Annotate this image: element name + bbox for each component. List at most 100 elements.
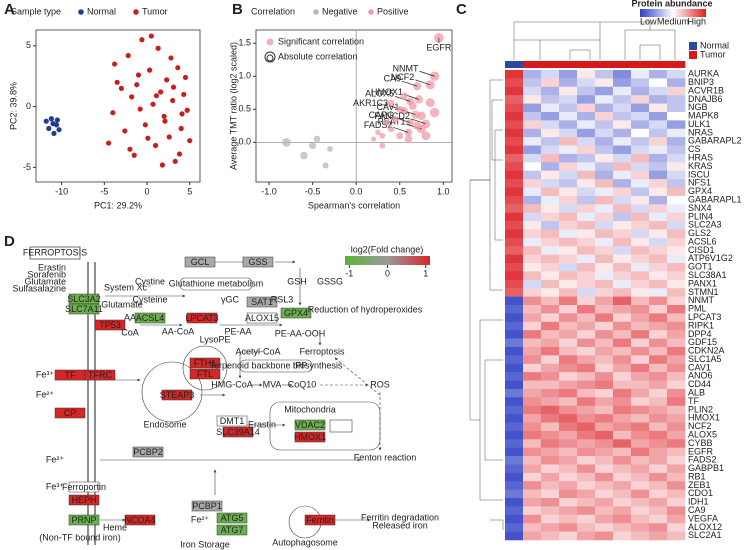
heatmap-cell <box>667 254 686 264</box>
pathway-text: System Xc⁻ <box>104 282 152 292</box>
row-label: CAV1 <box>688 362 711 372</box>
heatmap-cell <box>559 531 578 541</box>
heatmap-cell <box>631 86 650 96</box>
heatmap-cell <box>667 296 686 306</box>
point <box>48 116 54 122</box>
heatmap-cell <box>559 405 578 415</box>
row-label: HRAS <box>688 153 713 163</box>
heatmap-cell <box>577 380 596 390</box>
heatmap-cell <box>505 254 524 264</box>
row-label: ANO6 <box>688 371 713 381</box>
heatmap-cell <box>667 103 686 113</box>
point <box>387 125 395 133</box>
heatmap-cell <box>595 405 614 415</box>
heatmap-cell <box>595 355 614 365</box>
heatmap-cell <box>559 397 578 407</box>
x-tick-label: 5 <box>187 186 192 196</box>
heatmap-cell <box>505 229 524 239</box>
row-label: PLIN2 <box>688 404 713 414</box>
point <box>43 118 49 124</box>
panel-label: D <box>4 233 15 250</box>
heatmap-cell <box>649 78 668 88</box>
panel-label: A <box>4 1 15 18</box>
heatmap-cell <box>613 523 632 532</box>
heatmap-cell <box>667 405 686 415</box>
heatmap-cell <box>541 397 560 407</box>
heatmap-cell <box>523 372 542 381</box>
point <box>396 105 404 113</box>
heatmap-cell <box>649 313 668 323</box>
gene-label: GPX4 <box>284 308 308 318</box>
row-label: KRAS <box>688 161 713 171</box>
heatmap-cell <box>595 187 614 197</box>
heatmap-cell <box>595 481 614 490</box>
pathway-text: Glutamate <box>24 276 66 286</box>
x-tick-label: -5 <box>100 186 108 196</box>
heatmap-cell <box>541 422 560 432</box>
heatmap-cell <box>577 263 596 272</box>
heatmap-cell <box>541 506 560 516</box>
gene-label: TF <box>65 370 76 380</box>
point <box>114 79 120 85</box>
heatmap-cell <box>559 103 578 113</box>
pathway-text: Fe²⁺ <box>36 389 55 399</box>
heatmap-cell <box>559 170 578 180</box>
heatmap-cell <box>505 439 524 448</box>
point <box>110 110 116 116</box>
legend-label: Significant correlation <box>278 36 364 46</box>
heatmap-cell <box>559 363 578 373</box>
colorbar-tick-label: 1 <box>423 268 428 278</box>
row-label: ZEB1 <box>688 480 711 490</box>
heatmap-cell <box>649 95 668 104</box>
row-label: ACVR1B <box>688 85 724 95</box>
heatmap-cell <box>523 111 542 121</box>
heatmap-cell <box>505 481 524 490</box>
colorbar-label: High <box>687 16 706 26</box>
y-tick-label: 0.5 <box>238 104 251 114</box>
pathway-text: Fe³⁺ <box>46 481 65 491</box>
gene-label: SLC7A11 <box>65 304 103 314</box>
gene-node <box>161 389 193 401</box>
heatmap-cell <box>667 464 686 474</box>
legend-title: Correlation <box>251 6 295 16</box>
heatmap-cell <box>649 456 668 465</box>
heatmap-cell <box>559 481 578 490</box>
heatmap-cell <box>505 321 524 331</box>
heatmap-cell <box>559 330 578 339</box>
heatmap-cell <box>505 388 524 398</box>
pathway-text: AA-CoA <box>162 326 195 336</box>
heatmap-cell <box>631 498 650 507</box>
heatmap-cell <box>631 111 650 121</box>
heatmap-cell <box>595 388 614 398</box>
row-label: GABARAPL2 <box>688 136 742 146</box>
row-label: GLS2 <box>688 228 711 238</box>
heatmap-cell <box>559 204 578 213</box>
heatmap-cell <box>577 489 596 499</box>
heatmap-cell <box>595 321 614 331</box>
point <box>166 134 172 140</box>
heatmap-cell <box>631 405 650 415</box>
pathway-text: GSH <box>287 276 307 286</box>
heatmap-cell <box>541 472 560 482</box>
colorbar-tick-label: -1 <box>345 268 353 278</box>
panel-label: C <box>456 1 467 18</box>
pathway-text: Heme <box>103 522 127 532</box>
point <box>425 98 435 108</box>
heatmap-cell <box>577 481 596 490</box>
heatmap-cell <box>613 372 632 381</box>
pathway-text: Sorafenib <box>27 269 66 279</box>
heatmap-cell <box>505 137 524 146</box>
heatmap-cell <box>595 128 614 138</box>
group-bar <box>559 61 578 68</box>
point <box>322 162 329 169</box>
heatmap-cell <box>577 86 596 96</box>
y-tick-label: 0.0 <box>238 137 251 147</box>
y-tick-label: -5 <box>23 162 31 172</box>
row-dendrogram <box>469 79 504 530</box>
heatmap-cell <box>559 514 578 524</box>
heatmap-cell <box>631 70 650 79</box>
heatmap-cell <box>559 388 578 398</box>
heatmap-cell <box>613 288 632 297</box>
heatmap-cell <box>649 279 668 289</box>
heatmap-cell <box>523 153 542 163</box>
